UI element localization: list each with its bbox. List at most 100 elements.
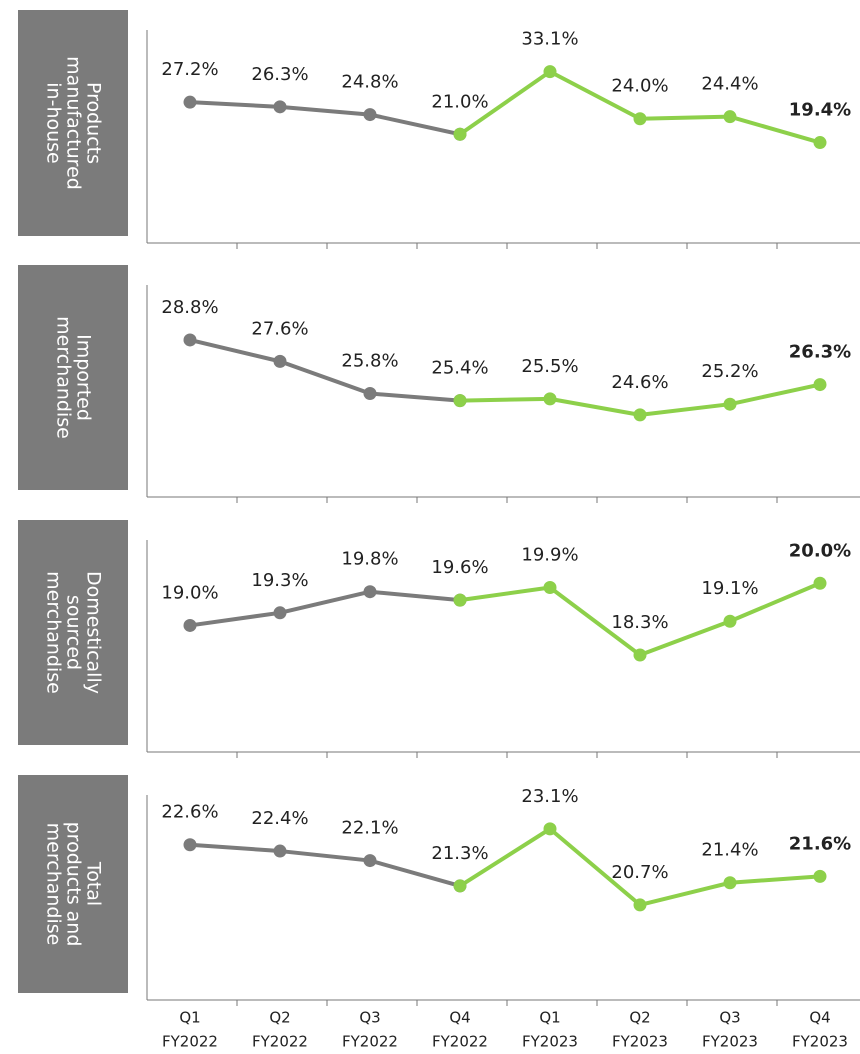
value-label: 19.4% — [789, 100, 851, 121]
panel-label-line: sourced — [63, 595, 85, 670]
panel-label-line: Imported — [72, 334, 94, 421]
panel-label-line: in-house — [43, 82, 65, 163]
value-label: 19.6% — [431, 557, 488, 578]
data-point — [543, 65, 557, 79]
value-label: 19.9% — [521, 544, 578, 565]
value-label: 23.1% — [521, 786, 578, 807]
x-tick-label: FY2023 — [702, 1033, 758, 1051]
value-label: 18.3% — [611, 612, 668, 633]
data-point — [363, 108, 377, 122]
x-tick-label: Q1 — [539, 1009, 560, 1027]
series-line — [189, 100, 461, 137]
value-label: 21.4% — [701, 840, 758, 861]
value-label: 24.0% — [611, 76, 668, 97]
series-line — [189, 842, 461, 888]
x-tick-label: FY2023 — [792, 1033, 848, 1051]
panel-label-line: products and — [63, 822, 85, 947]
x-tick-label: FY2023 — [612, 1033, 668, 1051]
label-box — [18, 775, 128, 993]
data-point — [543, 580, 557, 594]
data-point — [813, 869, 827, 883]
data-point — [633, 898, 647, 912]
panel-label-line: manufactured — [63, 56, 85, 190]
value-label: 28.8% — [161, 297, 218, 318]
data-point — [273, 844, 287, 858]
panel-label-line: merchandise — [53, 316, 75, 439]
value-label: 19.0% — [161, 582, 218, 603]
panel-label-line: merchandise — [43, 571, 65, 694]
data-point — [813, 136, 827, 150]
x-tick-label: Q4 — [449, 1009, 470, 1027]
value-label: 25.4% — [431, 358, 488, 379]
value-label: 21.3% — [431, 843, 488, 864]
data-point — [183, 95, 197, 109]
label-box — [18, 265, 128, 490]
value-label: 22.6% — [161, 802, 218, 823]
x-tick-label: Q3 — [719, 1009, 740, 1027]
x-tick-label: Q4 — [809, 1009, 830, 1027]
data-point — [723, 614, 737, 628]
data-point — [183, 618, 197, 632]
x-tick-label: FY2022 — [252, 1033, 308, 1051]
data-point — [363, 386, 377, 400]
value-label: 20.7% — [611, 862, 668, 883]
data-point — [363, 585, 377, 599]
value-label: 22.1% — [341, 818, 398, 839]
data-point — [723, 397, 737, 411]
label-box — [18, 10, 128, 236]
panel-label-line: Products — [82, 82, 104, 164]
data-point — [183, 838, 197, 852]
data-point — [723, 110, 737, 124]
data-point — [453, 394, 467, 408]
value-label: 25.2% — [701, 361, 758, 382]
data-point — [363, 854, 377, 868]
value-label: 26.3% — [251, 64, 308, 85]
data-point — [453, 879, 467, 893]
panel-label-line: Domestically — [82, 571, 104, 694]
value-label: 24.4% — [701, 74, 758, 95]
value-label: 20.0% — [789, 540, 851, 561]
data-point — [633, 648, 647, 662]
value-label: 19.8% — [341, 549, 398, 570]
data-point — [813, 576, 827, 590]
panel-label-line: merchandise — [43, 823, 65, 946]
x-tick-label: Q2 — [629, 1009, 650, 1027]
value-label: 24.8% — [341, 72, 398, 93]
data-point — [453, 593, 467, 607]
data-point — [183, 333, 197, 347]
data-point — [813, 378, 827, 392]
data-point — [633, 408, 647, 422]
value-label: 27.6% — [251, 318, 308, 339]
data-point — [543, 392, 557, 406]
value-label: 33.1% — [521, 29, 578, 50]
series-line — [189, 589, 461, 628]
x-tick-label: FY2022 — [432, 1033, 488, 1051]
label-box — [18, 520, 128, 745]
value-label: 24.6% — [611, 372, 668, 393]
x-tick-label: Q1 — [179, 1009, 200, 1027]
x-tick-label: FY2023 — [522, 1033, 578, 1051]
value-label: 25.8% — [341, 350, 398, 371]
value-label: 19.1% — [701, 578, 758, 599]
x-tick-label: Q3 — [359, 1009, 380, 1027]
value-label: 26.3% — [789, 342, 851, 363]
data-point — [273, 100, 287, 114]
data-point — [723, 876, 737, 890]
x-tick-label: FY2022 — [162, 1033, 218, 1051]
data-point — [633, 112, 647, 126]
value-label: 21.0% — [431, 91, 488, 112]
value-label: 27.2% — [161, 59, 218, 80]
series-line — [189, 338, 461, 403]
data-point — [453, 127, 467, 141]
panel-label-line: Total — [82, 861, 104, 906]
value-label: 22.4% — [251, 808, 308, 829]
data-point — [543, 822, 557, 836]
data-point — [273, 606, 287, 620]
value-label: 25.5% — [521, 356, 578, 377]
x-tick-label: Q2 — [269, 1009, 290, 1027]
